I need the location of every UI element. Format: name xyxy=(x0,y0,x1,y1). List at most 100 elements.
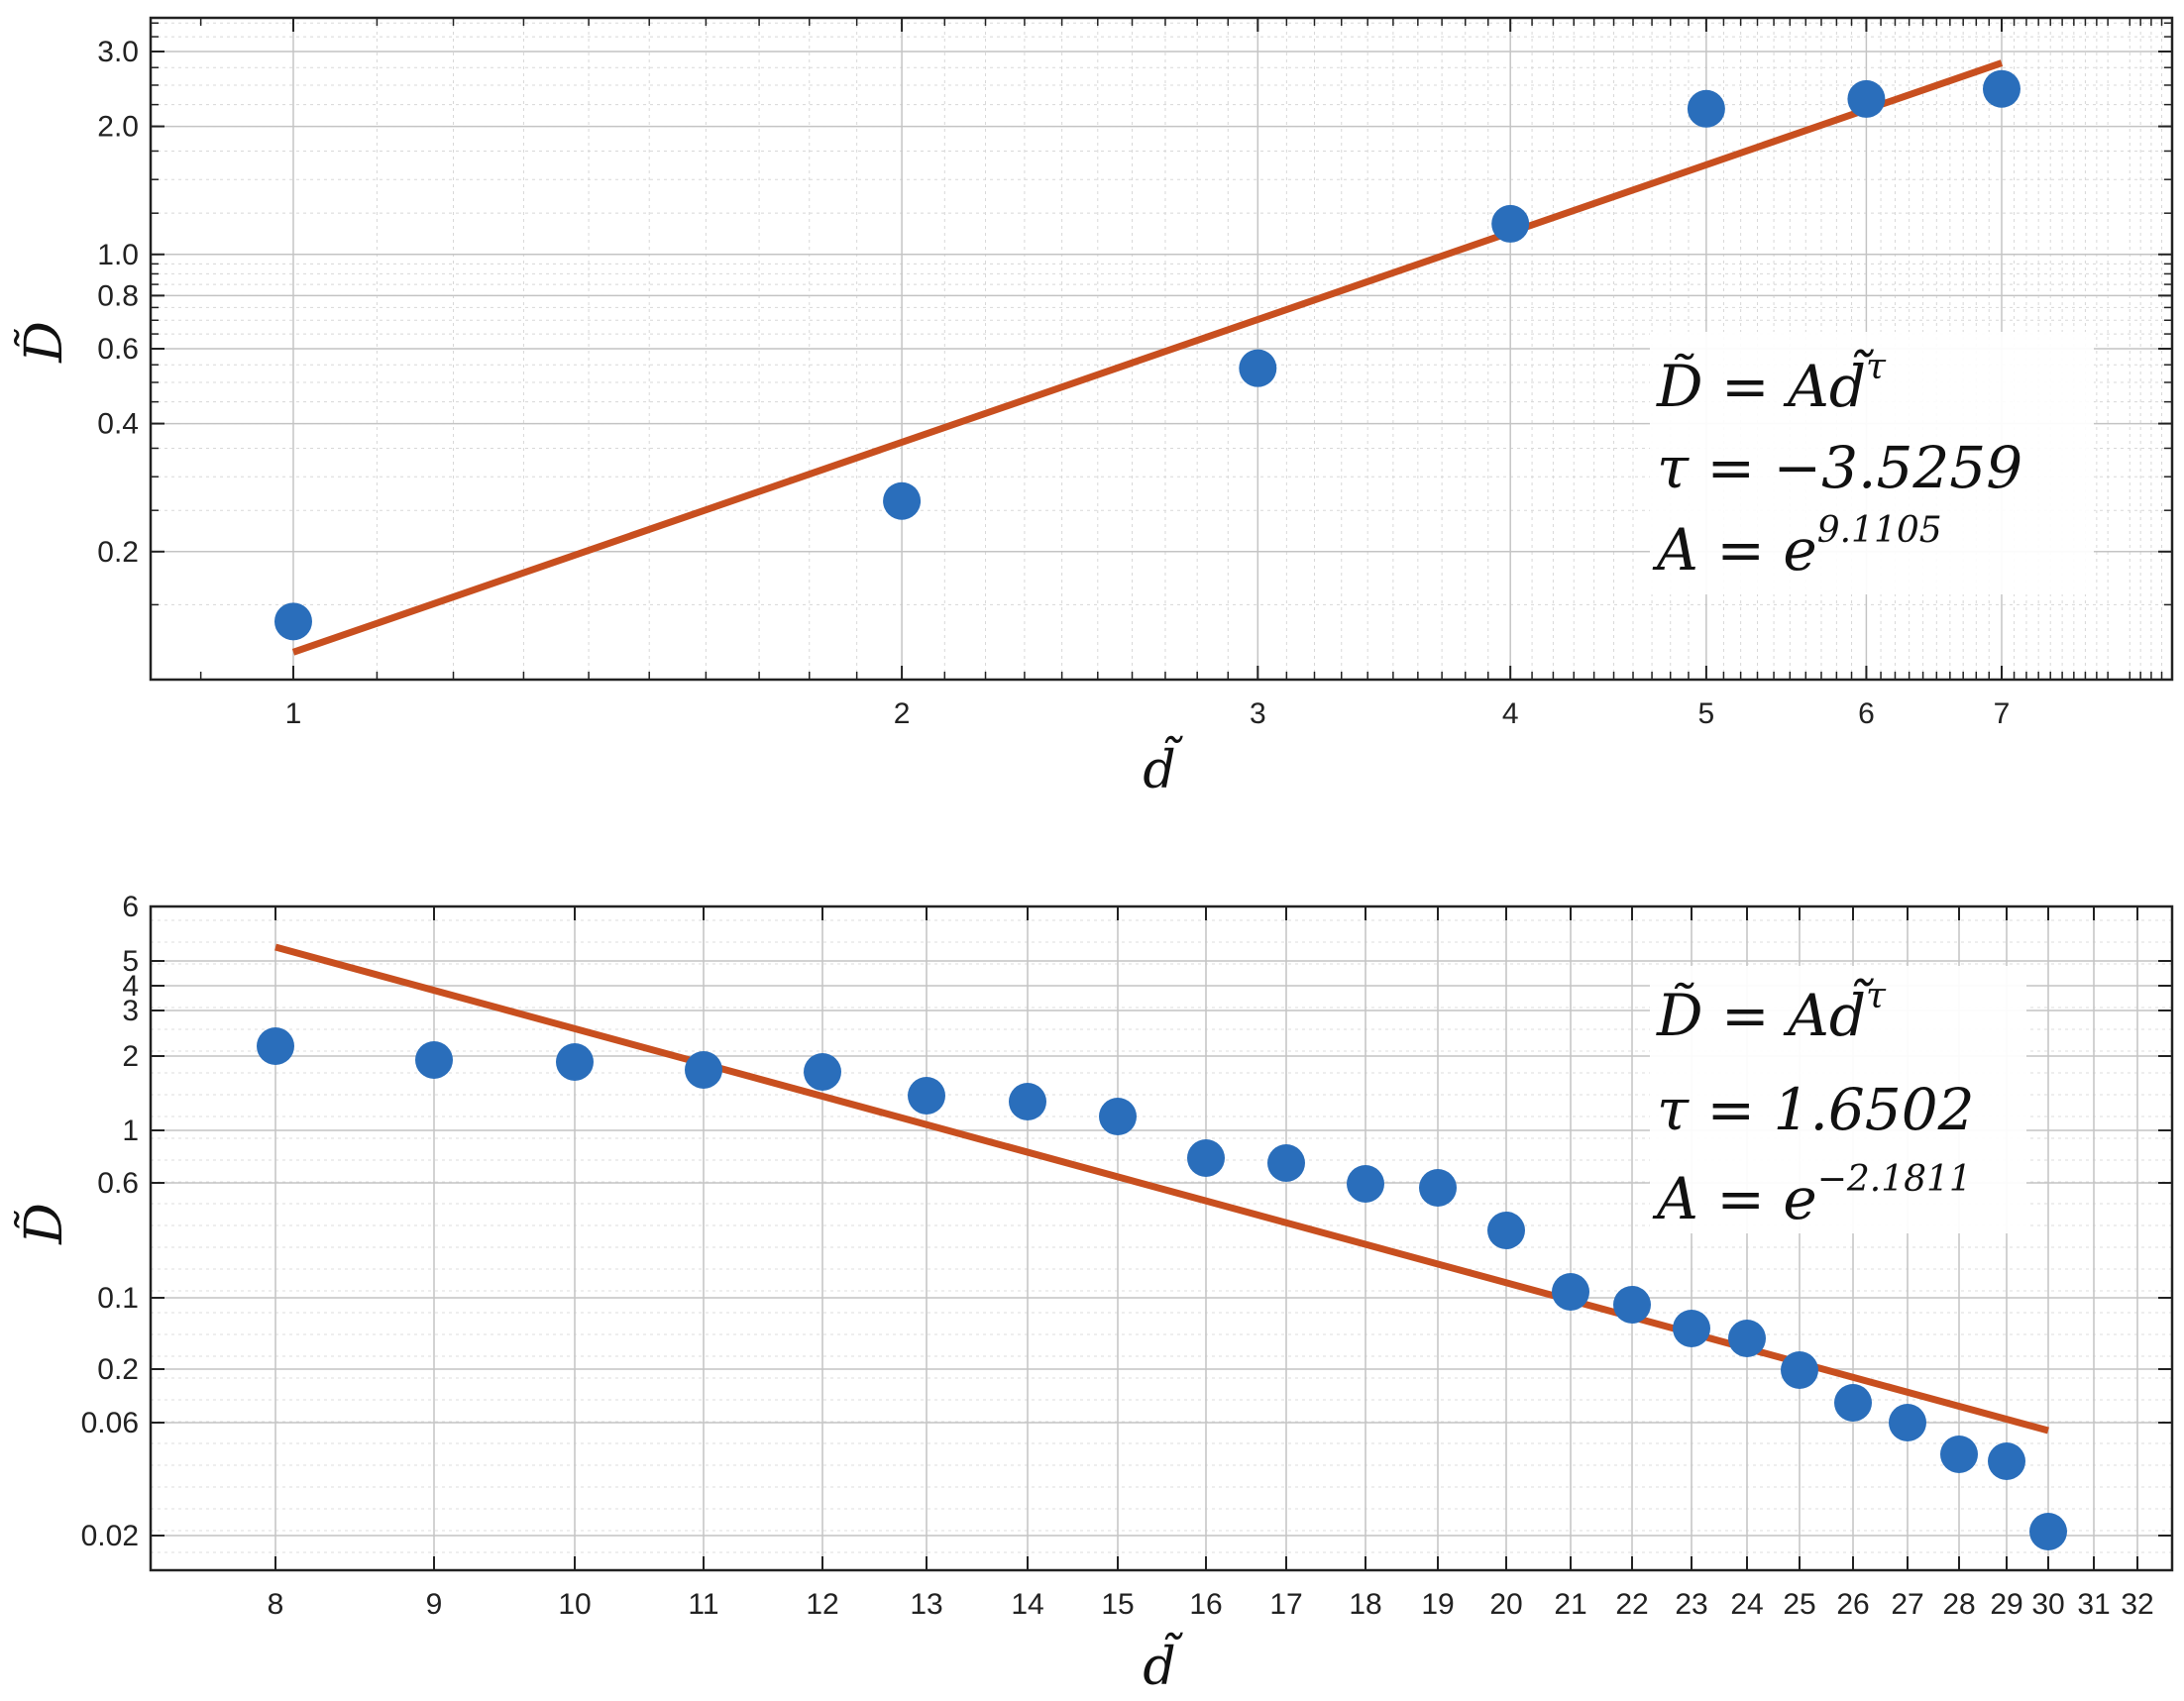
bottom-x-tick-label: 14 xyxy=(1011,1588,1043,1621)
top-data-point xyxy=(883,481,922,520)
top-annotation-line1: D̃ = Ad̃τ xyxy=(1656,347,1887,420)
bottom-data-point xyxy=(1009,1083,1046,1120)
bottom-data-point xyxy=(1419,1169,1457,1207)
top-fit-line xyxy=(291,59,2004,656)
bottom-y-axis-label: D̃ xyxy=(14,1203,74,1245)
bottom-y-tick-label: 4 xyxy=(122,970,139,1003)
bottom-data-point xyxy=(685,1051,722,1089)
bottom-x-tick-label: 15 xyxy=(1101,1588,1134,1621)
bottom-data-point xyxy=(257,1027,294,1065)
top-x-tick-label: 2 xyxy=(894,697,911,730)
bottom-y-tick-label: 2 xyxy=(122,1040,139,1073)
bottom-data-point xyxy=(1099,1098,1137,1135)
bottom-x-tick-label: 10 xyxy=(558,1588,591,1621)
bottom-y-tick-label: 0.1 xyxy=(97,1282,139,1315)
top-annotation-box xyxy=(1650,332,2094,594)
top-y-axis-label: D̃ xyxy=(14,321,74,364)
bottom-x-tick-label: 20 xyxy=(1489,1588,1522,1621)
bottom-x-tick-label: 12 xyxy=(806,1588,838,1621)
bottom-x-tick-label: 31 xyxy=(2077,1588,2110,1621)
top-x-axis-label: d̃ xyxy=(1143,735,1183,800)
bottom-data-point xyxy=(1187,1139,1225,1177)
top-x-tick-label: 6 xyxy=(1858,697,1875,730)
bottom-data-point xyxy=(1781,1351,1818,1389)
bottom-x-tick-label: 21 xyxy=(1554,1588,1586,1621)
bottom-y-tick-label: 0.02 xyxy=(81,1520,139,1552)
bottom-data-point xyxy=(1940,1435,1978,1473)
top-data-point xyxy=(1491,204,1530,243)
bottom-ticks: 8 9 10 11 12 13 14 15 16 17 18 19 20 21 22 23 24 25 26 27 28… xyxy=(81,891,2172,1621)
top-x-tick-label: 4 xyxy=(1502,697,1519,730)
top-data-point xyxy=(1687,89,1725,128)
bottom-y-tick-label: 3 xyxy=(122,995,139,1027)
bottom-x-tick-label: 9 xyxy=(426,1588,443,1621)
bottom-data-point xyxy=(556,1043,594,1081)
bottom-data-point xyxy=(1728,1320,1766,1357)
top-data-points xyxy=(273,69,2020,641)
bottom-x-tick-label: 19 xyxy=(1421,1588,1454,1621)
top-y-tick-label: 2.0 xyxy=(97,111,139,144)
top-fit-line-segment xyxy=(291,59,2004,656)
bottom-x-tick-label: 24 xyxy=(1730,1588,1763,1621)
bottom-plot-frame xyxy=(149,904,2174,1572)
bottom-data-point xyxy=(1267,1144,1305,1182)
bottom-annotation-line3: A = e−2.1811 xyxy=(1652,1159,1972,1232)
bottom-x-tick-label: 25 xyxy=(1783,1588,1815,1621)
bottom-data-point xyxy=(908,1077,945,1115)
top-annotation-line2: τ = −3.5259 xyxy=(1657,434,2022,501)
bottom-x-tick-label: 32 xyxy=(2121,1588,2153,1621)
top-y-tick-label: 1.0 xyxy=(97,239,139,271)
top-annotation-line3: A = e9.1105 xyxy=(1652,510,1942,584)
top-y-tick-label: 0.8 xyxy=(97,279,139,312)
top-x-tick-label: 7 xyxy=(1994,697,2011,730)
bottom-data-points xyxy=(257,1027,2067,1550)
bottom-x-tick-label: 23 xyxy=(1675,1588,1707,1621)
bottom-x-tick-label: 16 xyxy=(1189,1588,1222,1621)
bottom-x-tick-label: 11 xyxy=(688,1588,718,1621)
bottom-x-tick-label: 29 xyxy=(1990,1588,2022,1621)
bottom-data-point xyxy=(2029,1513,2067,1550)
top-data-point xyxy=(273,602,312,641)
bottom-data-point xyxy=(1487,1212,1525,1249)
bottom-chart: 8 9 10 11 12 13 14 15 16 17 18 19 20 21 22 23 24 25 26 27 28… xyxy=(14,891,2174,1697)
bottom-data-point xyxy=(415,1041,453,1079)
bottom-data-point xyxy=(1889,1404,1926,1441)
top-data-point xyxy=(1982,69,2020,108)
bottom-data-point xyxy=(1988,1442,2025,1480)
bottom-x-tick-label: 18 xyxy=(1349,1588,1381,1621)
bottom-annotation-line1: D̃ = Ad̃τ xyxy=(1656,976,1887,1049)
bottom-annotation-box xyxy=(1650,966,2026,1233)
bottom-y-tick-label: 1 xyxy=(122,1115,139,1147)
bottom-y-tick-label: 5 xyxy=(122,945,139,978)
top-data-point xyxy=(1239,349,1277,387)
bottom-annotation-line2: τ = 1.6502 xyxy=(1657,1076,1975,1143)
bottom-x-tick-label: 8 xyxy=(268,1588,284,1621)
bottom-data-point xyxy=(1347,1165,1384,1203)
top-chart: 1 2 3 4 5 6 7 0.2 0.4 0.6 0.8 1.0 2.0 3.0 D̃ = Ad̃τ τ… xyxy=(14,16,2174,800)
bottom-x-tick-label: 27 xyxy=(1891,1588,1923,1621)
top-x-tick-label: 5 xyxy=(1698,697,1715,730)
bottom-x-tick-label: 13 xyxy=(910,1588,942,1621)
bottom-x-tick-label: 22 xyxy=(1615,1588,1648,1621)
top-y-tick-label: 0.4 xyxy=(97,408,139,441)
bottom-y-tick-label: 6 xyxy=(122,891,139,923)
bottom-data-point xyxy=(804,1053,841,1091)
top-data-point xyxy=(1847,79,1886,118)
top-y-tick-label: 0.2 xyxy=(97,536,139,569)
top-x-tick-label: 1 xyxy=(285,697,302,730)
top-y-tick-label: 0.6 xyxy=(97,333,139,366)
bottom-x-tick-label: 30 xyxy=(2031,1588,2064,1621)
bottom-y-tick-label: 0.2 xyxy=(97,1353,139,1386)
bottom-x-tick-label: 26 xyxy=(1836,1588,1869,1621)
top-x-tick-label: 3 xyxy=(1250,697,1266,730)
bottom-data-point xyxy=(1613,1286,1651,1324)
bottom-x-tick-label: 17 xyxy=(1269,1588,1302,1621)
bottom-data-point xyxy=(1673,1310,1710,1347)
bottom-x-tick-label: 28 xyxy=(1942,1588,1975,1621)
bottom-y-tick-label: 0.06 xyxy=(81,1407,139,1439)
bottom-x-axis-label: d̃ xyxy=(1143,1632,1183,1697)
bottom-data-point xyxy=(1834,1384,1872,1422)
bottom-y-tick-label: 0.6 xyxy=(97,1167,139,1200)
top-ticks: 1 2 3 4 5 6 7 0.2 0.4 0.6 0.8 1.0 2.0 3.0 xyxy=(97,18,2173,730)
